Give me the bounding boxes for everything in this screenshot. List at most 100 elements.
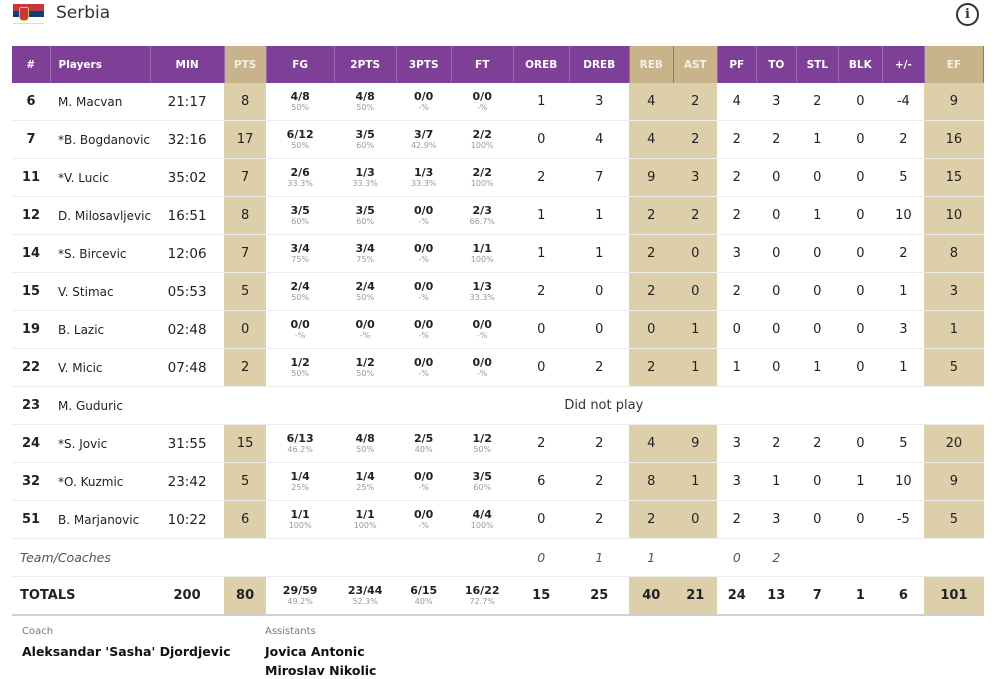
player-name-link[interactable]: B. Marjanovic (50, 500, 151, 539)
player-stl: 2 (796, 424, 839, 463)
col-header-number[interactable]: # (12, 46, 51, 83)
team-coaches-row: Team/Coaches 0 1 1 0 2 (12, 538, 984, 577)
player-ft: 0/0 (472, 355, 492, 369)
player-name-link[interactable]: *B. Bogdanovic (50, 120, 151, 159)
col-header-min[interactable]: MIN (150, 46, 225, 83)
col-header-ef[interactable]: EF (924, 46, 985, 83)
player-plus-minus: -5 (882, 500, 925, 539)
player-fg: 3/4 (290, 241, 310, 255)
totals-pts: 80 (224, 576, 267, 616)
player-3pts: 0/0 (414, 355, 434, 369)
player-fg-pct: -% (294, 330, 306, 340)
totals-stl: 7 (796, 576, 839, 616)
player-number: 24 (12, 424, 51, 463)
player-name-link[interactable]: M. Guduric (50, 386, 151, 425)
player-2pts-pct: 33.3% (352, 178, 378, 188)
player-ft: 1/1 (472, 241, 492, 255)
player-ft-pct: 66.7% (469, 216, 495, 226)
player-ast: 1 (673, 348, 718, 387)
player-oreb: 1 (513, 83, 570, 121)
col-header-pts[interactable]: PTS (224, 46, 267, 83)
player-name-link[interactable]: *S. Bircevic (50, 234, 151, 273)
totals-row: TOTALS 200 80 29/59 49.2% 23/44 52.3% 6/15… (12, 576, 984, 616)
player-pts: 7 (224, 234, 267, 273)
player-ast: 0 (673, 500, 718, 539)
col-header-reb[interactable]: REB (629, 46, 674, 83)
player-reb: 2 (629, 348, 674, 387)
col-header-blk[interactable]: BLK (838, 46, 883, 83)
player-3pts-pct: -% (418, 292, 429, 302)
player-name-link[interactable]: *S. Jovic (50, 424, 151, 463)
col-header-players[interactable]: Players (50, 46, 151, 83)
col-header-ft[interactable]: FT (451, 46, 514, 83)
player-stl: 0 (796, 234, 839, 273)
player-pts: 5 (224, 462, 267, 501)
player-number: 51 (12, 500, 51, 539)
player-blk: 0 (838, 500, 883, 539)
player-fg-pct: 50% (291, 368, 310, 378)
player-row: 23 M. Guduric Did not play (12, 386, 984, 425)
player-dreb: 1 (569, 234, 630, 273)
col-header-ast[interactable]: AST (673, 46, 718, 83)
player-dreb: 0 (569, 272, 630, 311)
player-2pts-pct: 50% (356, 102, 375, 112)
col-header-3pts[interactable]: 3PTS (396, 46, 452, 83)
player-number: 22 (12, 348, 51, 387)
player-plus-minus: 3 (882, 310, 925, 349)
player-fg: 6/13 (286, 431, 314, 445)
player-pf: 3 (717, 462, 757, 501)
player-name-link[interactable]: B. Lazic (50, 310, 151, 349)
player-oreb: 0 (513, 348, 570, 387)
player-name-link[interactable]: V. Stimac (50, 272, 151, 311)
player-name-link[interactable]: *O. Kuzmic (50, 462, 151, 501)
player-3pts: 0/0 (414, 241, 434, 255)
player-blk: 0 (838, 272, 883, 311)
totals-plus-minus: 6 (882, 576, 925, 616)
player-pts: 8 (224, 83, 267, 121)
player-oreb: 2 (513, 272, 570, 311)
player-fg: 0/0 (290, 317, 310, 331)
player-pts: 5 (224, 272, 267, 311)
assistant-name: Jovica Antonic (265, 644, 365, 659)
player-number: 12 (12, 196, 51, 235)
player-fg: 1/1 (290, 507, 310, 521)
player-name-link[interactable]: M. Macvan (50, 83, 151, 121)
player-plus-minus: 5 (882, 158, 925, 197)
player-2pts-pct: 100% (353, 520, 377, 530)
col-header-pf[interactable]: PF (717, 46, 757, 83)
player-fg: 2/4 (290, 279, 310, 293)
totals-ast: 21 (673, 576, 718, 616)
player-oreb: 0 (513, 500, 570, 539)
player-number: 11 (12, 158, 51, 197)
player-name-link[interactable]: D. Milosavljevic (50, 196, 151, 235)
player-name-link[interactable]: *V. Lucic (50, 158, 151, 197)
col-header-dreb[interactable]: DREB (569, 46, 630, 83)
player-ft: 2/2 (472, 127, 492, 141)
player-min: 05:53 (150, 272, 225, 311)
col-header-to[interactable]: TO (756, 46, 797, 83)
player-oreb: 0 (513, 120, 570, 159)
player-pf: 2 (717, 158, 757, 197)
col-header-plus-minus[interactable]: +/- (882, 46, 925, 83)
player-min: 07:48 (150, 348, 225, 387)
player-name-link[interactable]: V. Micic (50, 348, 151, 387)
player-reb: 4 (629, 120, 674, 159)
info-icon[interactable]: i (956, 3, 979, 26)
player-oreb: 2 (513, 424, 570, 463)
player-reb: 2 (629, 234, 674, 273)
col-header-stl[interactable]: STL (796, 46, 839, 83)
player-ast: 1 (673, 310, 718, 349)
player-3pts-pct: -% (418, 102, 429, 112)
col-header-oreb[interactable]: OREB (513, 46, 570, 83)
player-pts: 8 (224, 196, 267, 235)
col-header-fg[interactable]: FG (266, 46, 335, 83)
player-ef: 9 (924, 83, 984, 121)
col-header-2pts[interactable]: 2PTS (334, 46, 397, 83)
player-blk: 1 (838, 462, 883, 501)
player-fg: 2/6 (290, 165, 310, 179)
player-row: 6 M. Macvan 21:17 8 4/8 50% 4/8 50% 0/0 -% 0/0 -% 1 3… (12, 83, 984, 121)
player-number: 19 (12, 310, 51, 349)
player-oreb: 1 (513, 234, 570, 273)
player-min: 12:06 (150, 234, 225, 273)
player-to: 1 (756, 462, 797, 501)
